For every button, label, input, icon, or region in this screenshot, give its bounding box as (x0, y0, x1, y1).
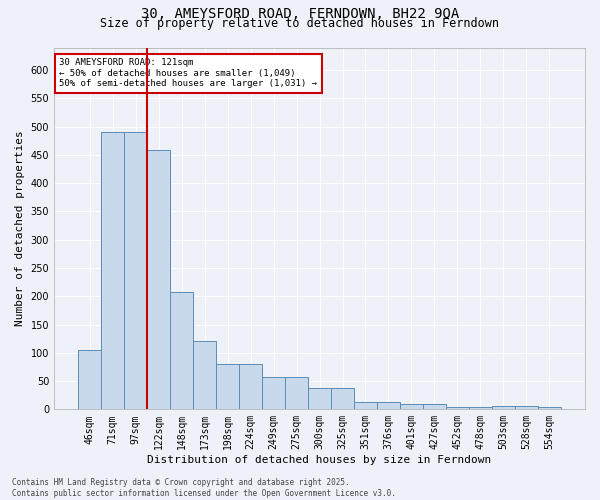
Bar (538, 406, 561, 410)
Bar (377, 402, 400, 409)
Bar (124, 132, 147, 409)
Bar (308, 388, 331, 409)
Bar (78, 350, 101, 410)
Bar (446, 407, 469, 410)
Bar (147, 150, 170, 410)
Bar (423, 404, 446, 409)
Text: Size of property relative to detached houses in Ferndown: Size of property relative to detached ho… (101, 18, 499, 30)
Bar (239, 364, 262, 410)
Bar (492, 406, 515, 409)
Bar (193, 341, 216, 409)
Bar (285, 377, 308, 410)
Bar (400, 404, 423, 409)
Bar (262, 377, 285, 410)
Text: 30, AMEYSFORD ROAD, FERNDOWN, BH22 9QA: 30, AMEYSFORD ROAD, FERNDOWN, BH22 9QA (141, 8, 459, 22)
Bar (101, 132, 124, 409)
Bar (216, 364, 239, 410)
Bar (170, 292, 193, 410)
Bar (515, 406, 538, 409)
Text: Contains HM Land Registry data © Crown copyright and database right 2025.
Contai: Contains HM Land Registry data © Crown c… (12, 478, 396, 498)
Bar (331, 388, 354, 409)
Y-axis label: Number of detached properties: Number of detached properties (15, 130, 25, 326)
Bar (354, 402, 377, 409)
Text: 30 AMEYSFORD ROAD: 121sqm
← 50% of detached houses are smaller (1,049)
50% of se: 30 AMEYSFORD ROAD: 121sqm ← 50% of detac… (59, 58, 317, 88)
X-axis label: Distribution of detached houses by size in Ferndown: Distribution of detached houses by size … (148, 455, 491, 465)
Bar (469, 407, 492, 410)
